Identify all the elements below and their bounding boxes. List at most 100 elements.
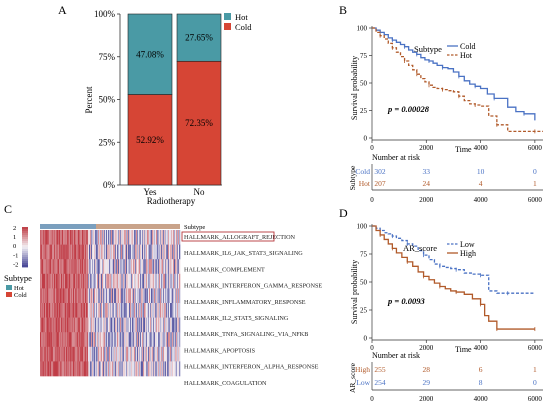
panel-c: C 210-1-2 Subtype Hot Cold Subtype HALLM… bbox=[4, 202, 322, 387]
heatmap-cell bbox=[168, 346, 170, 362]
heatmap-cell bbox=[174, 230, 176, 245]
risk-cell: 254 bbox=[374, 378, 386, 387]
heatmap-cell bbox=[57, 244, 59, 260]
heatmap-cell bbox=[146, 303, 148, 318]
heatmap-cell bbox=[107, 303, 109, 318]
heatmap-cell bbox=[64, 244, 66, 260]
heatmap-cell bbox=[159, 303, 161, 318]
heatmap-cell bbox=[151, 288, 153, 304]
heatmap-cell bbox=[133, 346, 135, 362]
heatmap-cell bbox=[50, 346, 52, 362]
heatmap-cell bbox=[54, 332, 56, 348]
heatmap-cell bbox=[104, 361, 106, 377]
heatmap-cell bbox=[89, 361, 91, 377]
heatmap-cell bbox=[173, 303, 175, 318]
heatmap-cell bbox=[129, 346, 131, 362]
heatmap-cell bbox=[115, 361, 117, 377]
heatmap-cell bbox=[47, 259, 49, 275]
heatmap-cell bbox=[96, 317, 98, 333]
heatmap-cell bbox=[122, 332, 124, 348]
heatmap-cell bbox=[174, 317, 176, 333]
heatmap-cell bbox=[151, 259, 153, 275]
heatmap-cell bbox=[48, 317, 50, 333]
heatmap-cell bbox=[65, 317, 67, 333]
heatmap-row-label: HALLMARK_APOPTOSIS bbox=[184, 347, 256, 354]
heatmap-cell bbox=[54, 317, 56, 333]
heatmap-cell bbox=[159, 332, 161, 348]
heatmap-cell bbox=[114, 361, 116, 377]
heatmap-cell bbox=[69, 259, 71, 275]
heatmap-cell bbox=[59, 346, 61, 362]
heatmap-cell bbox=[176, 273, 178, 289]
heatmap-cell bbox=[55, 346, 57, 362]
heatmap-cell bbox=[124, 259, 126, 275]
heatmap-cell bbox=[107, 332, 109, 348]
heatmap-cell bbox=[79, 361, 81, 377]
heatmap-cell bbox=[95, 259, 97, 275]
heatmap-cell bbox=[178, 288, 180, 304]
heatmap-cell bbox=[63, 273, 65, 289]
heatmap-cell bbox=[169, 244, 171, 260]
heatmap-cell bbox=[94, 230, 96, 245]
x-tick-label: 6000 bbox=[528, 144, 543, 152]
heatmap-cell bbox=[71, 361, 73, 377]
heatmap-cell bbox=[62, 317, 64, 333]
colorbar-step bbox=[22, 233, 28, 236]
panel-b-legend: Subtype Cold Hot bbox=[414, 42, 476, 60]
heatmap-cell bbox=[117, 244, 119, 260]
panel-label-d: D bbox=[339, 206, 348, 220]
heatmap-cell bbox=[176, 244, 178, 260]
heatmap-cell bbox=[155, 288, 157, 304]
heatmap-cell bbox=[92, 273, 94, 289]
heatmap-cell bbox=[164, 259, 166, 275]
heatmap-row-label: HALLMARK_COAGULATION bbox=[184, 380, 267, 387]
heatmap-cell bbox=[100, 346, 102, 362]
heatmap-cell bbox=[86, 317, 88, 333]
heatmap-cell bbox=[172, 273, 174, 289]
heatmap-cell bbox=[175, 288, 177, 304]
heatmap-cell bbox=[92, 288, 94, 304]
heatmap-cell bbox=[176, 332, 178, 348]
heatmap-cell bbox=[85, 332, 87, 348]
heatmap-cell bbox=[51, 273, 53, 289]
heatmap-cell bbox=[136, 332, 138, 348]
heatmap-cell bbox=[131, 230, 133, 245]
heatmap-cell bbox=[171, 244, 173, 260]
heatmap-cell bbox=[99, 361, 101, 377]
heatmap-cell bbox=[142, 332, 144, 348]
heatmap-cell bbox=[90, 332, 92, 348]
heatmap-cell bbox=[142, 244, 144, 260]
heatmap-cell bbox=[96, 361, 98, 377]
heatmap-cell bbox=[175, 230, 177, 245]
heatmap-cell bbox=[165, 288, 167, 304]
heatmap-cell bbox=[62, 361, 64, 377]
heatmap-cell bbox=[179, 244, 181, 260]
heatmap-cell bbox=[179, 346, 181, 362]
heatmap-row-label: HALLMARK_INTERFERON_GAMMA_RESPONSE bbox=[184, 283, 322, 290]
heatmap-cell bbox=[90, 361, 92, 377]
heatmap-cell bbox=[149, 230, 151, 245]
heatmap-cell bbox=[40, 317, 42, 333]
heatmap-cell bbox=[118, 259, 120, 275]
heatmap-cell bbox=[96, 303, 98, 318]
heatmap-cell bbox=[130, 317, 132, 333]
heatmap-cell bbox=[46, 361, 48, 377]
heatmap-cell bbox=[98, 361, 100, 377]
heatmap-cell bbox=[167, 273, 169, 289]
risk-x-tick-label: 2000 bbox=[419, 395, 434, 403]
heatmap-cell bbox=[165, 317, 167, 333]
heatmap-cell bbox=[130, 244, 132, 260]
heatmap-cell bbox=[136, 288, 138, 304]
heatmap-cell bbox=[41, 317, 43, 333]
colorbar-step bbox=[22, 237, 28, 240]
heatmap-cell bbox=[143, 317, 145, 333]
heatmap-cell bbox=[77, 332, 79, 348]
heatmap-cell bbox=[69, 332, 71, 348]
heatmap-cell bbox=[140, 361, 142, 377]
heatmap-cell bbox=[83, 288, 85, 304]
heatmap-cell bbox=[178, 273, 180, 289]
heatmap-cell bbox=[141, 288, 143, 304]
heatmap-cell bbox=[101, 303, 103, 318]
heatmap-cell bbox=[40, 230, 42, 245]
